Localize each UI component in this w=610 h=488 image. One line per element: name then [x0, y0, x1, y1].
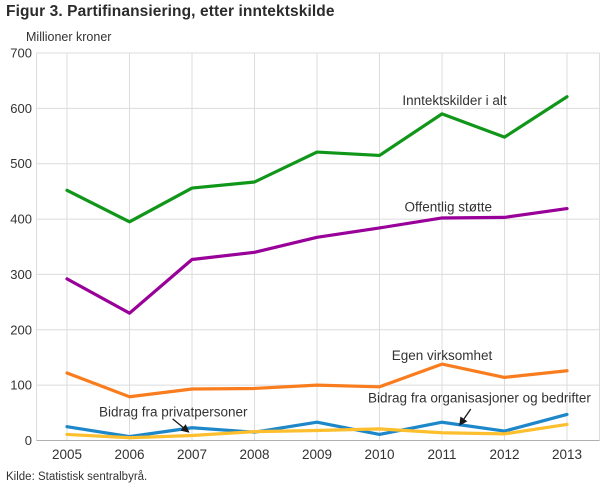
annotation-arrow — [459, 408, 472, 426]
annotation-arrow — [172, 418, 190, 433]
series-line-inntektskilder-i-alt — [65, 95, 569, 224]
series-line-bidrag-fra-organisasjoner-og-bedrifter — [65, 422, 569, 440]
x-tick-label: 2013 — [552, 447, 582, 462]
y-tick-label: 100 — [10, 378, 32, 393]
y-tick-label: 300 — [10, 267, 32, 282]
series-label: Offentlig støtte — [404, 199, 492, 214]
x-tick-label: 2010 — [364, 447, 394, 462]
x-tick-label: 2006 — [114, 447, 144, 462]
series-label: Bidrag fra privatpersoner — [99, 405, 248, 420]
x-tick-label: 2005 — [52, 447, 82, 462]
y-axis-unit-label: Millioner kroner — [26, 30, 112, 44]
y-tick-label: 0 — [25, 433, 32, 448]
source-note: Kilde: Statistisk sentralbyrå. — [6, 471, 148, 483]
figure-title: Figur 3. Partifinansiering, etter inntek… — [6, 3, 335, 20]
y-tick-label: 600 — [10, 101, 32, 116]
y-tick-label: 500 — [10, 156, 32, 171]
x-tick-label: 2012 — [489, 447, 519, 462]
x-tick-label: 2011 — [427, 447, 456, 462]
y-tick-label: 700 — [10, 46, 32, 61]
y-tick-label: 400 — [10, 212, 32, 227]
series-line-egen-virksomhet — [65, 362, 569, 399]
x-tick-label: 2008 — [239, 447, 269, 462]
x-tick-label: 2007 — [177, 447, 207, 462]
series-label: Bidrag fra organisasjoner og bedrifter — [368, 390, 591, 405]
x-tick-label: 2009 — [302, 447, 332, 462]
series-label: Egen virksomhet — [392, 348, 493, 363]
series-label: Inntektskilder i alt — [402, 93, 507, 108]
series-line-bidrag-fra-privatpersoner — [65, 412, 569, 439]
y-tick-label: 200 — [10, 322, 32, 337]
series-line-offentlig-st-tte — [65, 206, 569, 315]
line-chart: 0 100 200 300 400 500 600 700 2005 2006 2007 2008 20… — [10, 46, 600, 462]
